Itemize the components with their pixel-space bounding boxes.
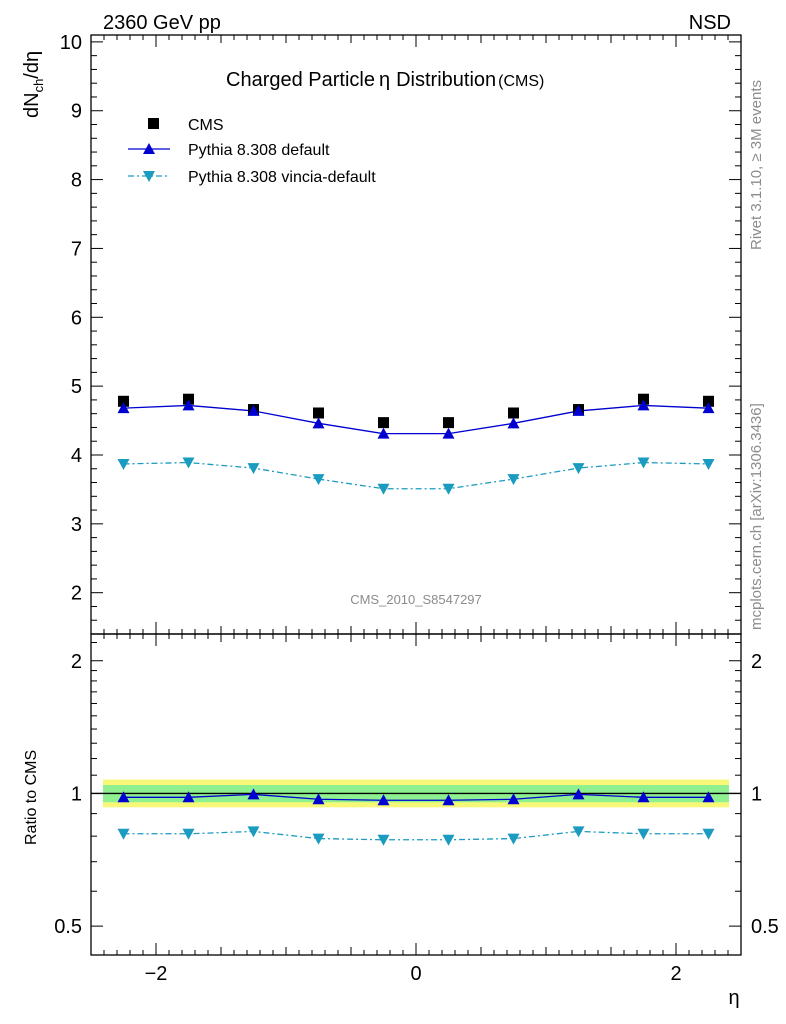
ratio-y-tick-label: 1 — [71, 783, 82, 805]
x-tick-label: 2 — [670, 963, 681, 985]
ratio-y-tick-label-right: 2 — [751, 651, 762, 673]
ratio-ylabel: Ratio to CMS — [23, 750, 40, 845]
y-tick-label: 3 — [71, 514, 82, 536]
ratio-default-point — [117, 791, 130, 803]
legend: CMS Pythia 8.308 default Pythia 8.308 vi… — [128, 117, 376, 186]
main-ylabel-part: dN — [21, 92, 43, 118]
header-right: NSD — [689, 12, 731, 34]
cms-point — [508, 407, 519, 419]
ratio-vincia-point — [247, 826, 260, 838]
cms-point — [183, 393, 194, 405]
y-tick-label: 10 — [60, 32, 82, 54]
ratio-vincia-point — [572, 826, 585, 838]
default-point — [247, 404, 260, 416]
chart-title: Charged Particle η Distribution (CMS) — [226, 69, 544, 91]
vincia-point — [117, 458, 130, 470]
ratio-vincia-point — [377, 834, 390, 846]
cms-point — [443, 417, 454, 429]
cms-point — [378, 417, 389, 429]
default-point — [702, 402, 715, 414]
ratio-default-point — [312, 793, 325, 805]
ratio-y-tick-label: 0.5 — [54, 916, 82, 938]
legend-marker-default — [143, 143, 155, 154]
ratio-vincia-point — [182, 828, 195, 840]
default-point — [637, 399, 650, 411]
default-point — [117, 402, 130, 414]
ratio-y-tick-label: 2 — [71, 651, 82, 673]
ratio-default-point — [507, 793, 520, 805]
ratio-line-vincia — [123, 830, 709, 841]
ratio-default-point — [247, 788, 260, 800]
ratio-y-tick-label-right: 1 — [751, 783, 762, 805]
ratio-default-point — [637, 791, 650, 803]
y-tick-label: 7 — [71, 238, 82, 260]
cms-point — [638, 393, 649, 405]
vincia-point — [637, 457, 650, 469]
legend-marker-cms — [148, 118, 159, 129]
ratio-default-point — [182, 791, 195, 803]
mcplots-label: mcplots.cern.ch [arXiv:1306.3436] — [748, 403, 765, 630]
vincia-point — [247, 463, 260, 475]
ratio-vincia-point — [637, 828, 650, 840]
legend-label-default: Pythia 8.308 default — [188, 142, 330, 159]
legend-label-vincia: Pythia 8.308 vincia-default — [188, 169, 376, 186]
ratio-vincia-point — [507, 833, 520, 845]
y-tick-label: 6 — [71, 307, 82, 329]
main-ylabel: dNch/dη — [21, 51, 46, 118]
chart-title-rest: Distribution — [396, 69, 496, 91]
legend-marker-vincia — [143, 171, 155, 182]
legend-label-cms: CMS — [188, 117, 224, 134]
vincia-point — [182, 457, 195, 469]
header-left: 2360 GeV pp — [103, 12, 221, 34]
main-ylabel-part: /dη — [21, 51, 43, 79]
chart-title-eta: η — [379, 69, 390, 91]
chart-title-tag: (CMS) — [498, 73, 544, 90]
series-line-vincia — [123, 461, 709, 490]
ratio-panel: −2 0 2 0.5 0.5 1 1 2 2 — [54, 633, 779, 985]
series-line-default — [123, 404, 709, 435]
y-tick-label: 5 — [71, 376, 82, 398]
vincia-point — [702, 458, 715, 470]
ratio-y-tick-label-right: 0.5 — [751, 916, 779, 938]
chart-title-main: Charged Particle — [226, 69, 375, 91]
rivet-label: Rivet 3.1.10, ≥ 3M events — [748, 80, 765, 250]
vincia-point — [507, 474, 520, 486]
ratio-vincia-point — [312, 833, 325, 845]
y-tick-label: 2 — [71, 583, 82, 605]
main-ylabel-sub: ch — [31, 79, 46, 93]
ratio-default-point — [702, 791, 715, 803]
default-point — [182, 399, 195, 411]
ratio-vincia-point — [702, 828, 715, 840]
ratio-vincia-point — [442, 834, 455, 846]
ratio-default-point — [377, 794, 390, 806]
default-point — [442, 427, 455, 439]
default-point — [572, 404, 585, 416]
x-tick-label: −2 — [145, 963, 168, 985]
y-tick-label: 8 — [71, 170, 82, 192]
vincia-point — [312, 474, 325, 486]
default-point — [377, 427, 390, 439]
default-point — [507, 417, 520, 429]
vincia-point — [377, 483, 390, 495]
watermark: CMS_2010_S8547297 — [350, 592, 482, 607]
y-tick-label: 4 — [71, 445, 82, 467]
ratio-vincia-point — [117, 828, 130, 840]
default-point — [312, 417, 325, 429]
ratio-default-point — [442, 794, 455, 806]
vincia-point — [572, 463, 585, 475]
y-tick-label: 9 — [71, 101, 82, 123]
cms-point — [703, 395, 714, 407]
ratio-line-default — [123, 793, 709, 801]
main-panel: 2 3 4 5 6 7 8 9 10 — [60, 32, 742, 635]
ratio-default-point — [572, 788, 585, 800]
x-axis-label: η — [728, 987, 739, 1009]
vincia-point — [442, 483, 455, 495]
cms-point — [118, 395, 129, 407]
x-tick-label: 0 — [410, 963, 421, 985]
cms-point — [313, 407, 324, 419]
